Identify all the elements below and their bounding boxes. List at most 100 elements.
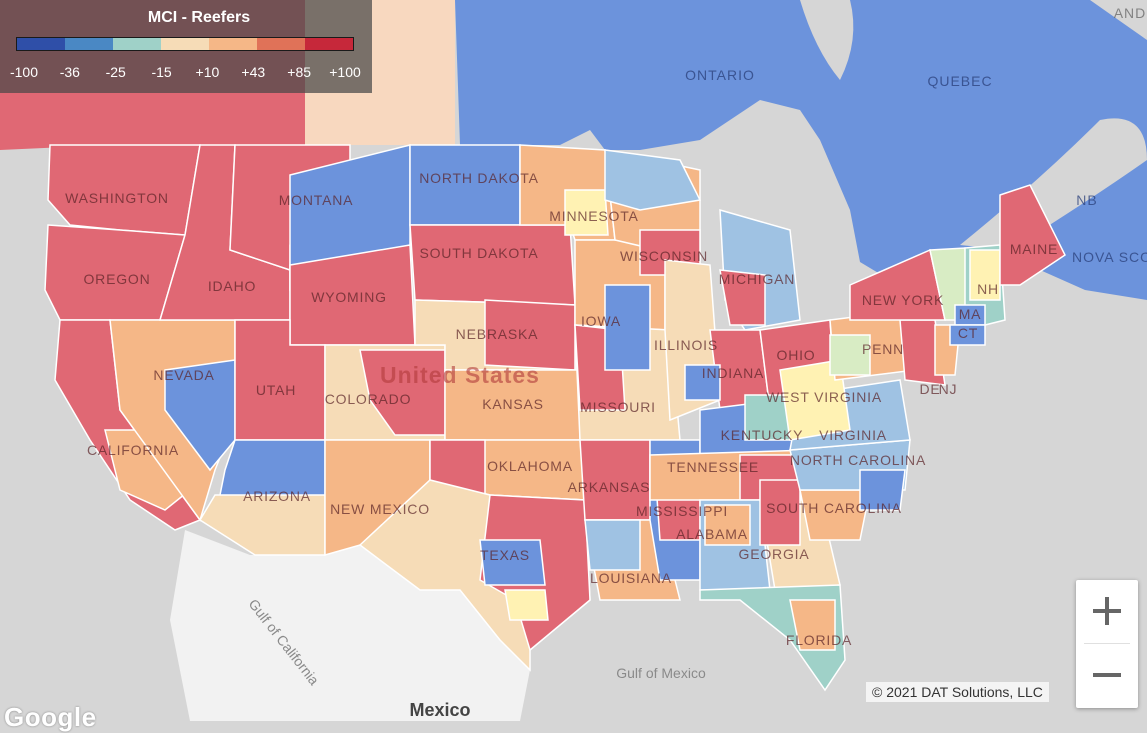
state-west-virginia <box>779 359 851 441</box>
legend-panel: MCI - Reefers -100 -36 -25 -15 +10 +43 +85 +100 <box>0 0 372 93</box>
state-label-new-york: NEW YORK <box>862 292 944 308</box>
legend-swatch <box>209 38 257 50</box>
state-minnesota-north <box>564 189 609 236</box>
state-label-oklahoma: OKLAHOMA <box>487 458 573 474</box>
legend-tick-label: +85 <box>287 64 312 80</box>
state-label-south-dakota: SOUTH DAKOTA <box>419 245 538 261</box>
state-label-penn: PENN <box>862 341 904 357</box>
legend-color-scale <box>16 37 354 51</box>
state-penn-center <box>829 334 871 376</box>
state-illinois-blue <box>604 284 651 371</box>
state-michigan-center <box>719 269 766 326</box>
state-label-montana: MONTANA <box>279 192 354 208</box>
plus-icon <box>1093 597 1121 625</box>
us-states <box>44 144 1066 692</box>
country-label-mexico: Mexico <box>409 700 470 720</box>
state-label-kansas: KANSAS <box>482 396 544 412</box>
state-nh <box>969 249 1001 301</box>
state-texas-sa <box>504 589 549 621</box>
state-label-alabama: ALABAMA <box>676 526 748 542</box>
state-label-north-carolina: NORTH CAROLINA <box>790 452 926 468</box>
zoom-control <box>1076 580 1138 708</box>
state-ct <box>949 324 986 346</box>
legend-tick-label: +43 <box>241 64 266 80</box>
minus-icon <box>1093 661 1121 689</box>
partial-label-and: AND <box>1114 5 1147 21</box>
state-nevada-inner <box>164 359 236 472</box>
legend-tick-label: -25 <box>105 64 126 80</box>
state-indiana-blue <box>684 364 721 401</box>
legend-tick-label: -100 <box>9 64 39 80</box>
legend-swatch <box>257 38 305 50</box>
copyright-notice: © 2021 DAT Solutions, LLC <box>866 682 1049 702</box>
state-label-nh: NH <box>977 281 999 297</box>
lake-huron <box>760 205 830 277</box>
legend-tick-label: -36 <box>59 64 80 80</box>
gulf-of-mexico-label: Gulf of Mexico <box>616 665 706 681</box>
state-label-west-virginia: WEST VIRGINIA <box>766 389 882 405</box>
state-label-north-dakota: NORTH DAKOTA <box>419 170 539 186</box>
state-georgia-red <box>759 479 801 546</box>
state-louisiana-north <box>584 519 641 571</box>
state-label-nebraska: NEBRASKA <box>456 326 539 342</box>
state-label-oregon: OREGON <box>83 271 150 287</box>
state-label-colorado: COLORADO <box>325 391 412 407</box>
zoom-out-button[interactable] <box>1076 644 1138 706</box>
state-label-indiana: INDIANA <box>702 365 764 381</box>
province-label-nb: NB <box>1076 192 1097 208</box>
state-label-minnesota: MINNESOTA <box>549 208 638 224</box>
legend-swatch <box>17 38 65 50</box>
state-label-maine: MAINE <box>1010 241 1058 257</box>
legend-swatch <box>305 38 353 50</box>
zoom-divider <box>1084 643 1130 644</box>
province-label-nova-scotia: NOVA SCO <box>1072 249 1147 265</box>
state-label-mississippi: MISSISSIPPI <box>636 503 728 519</box>
legend-title: MCI - Reefers <box>147 9 251 26</box>
state-label-new-mexico: NEW MEXICO <box>330 501 430 517</box>
state-label-south-carolina: SOUTH CAROLINA <box>766 500 902 516</box>
country-label-us: United States <box>380 362 540 388</box>
state-label-ohio: OHIO <box>777 347 816 363</box>
state-label-virginia: VIRGINIA <box>819 427 887 443</box>
state-label-missouri: MISSOURI <box>580 399 656 415</box>
state-alabama-center <box>704 504 751 546</box>
legend-tick-label: +10 <box>195 64 220 80</box>
state-label-arkansas: ARKANSAS <box>568 479 651 495</box>
state-label-idaho: IDAHO <box>208 278 256 294</box>
state-label-utah: UTAH <box>256 382 296 398</box>
state-label-nj: NJ <box>939 381 958 397</box>
state-labels: WASHINGTON OREGON CALIFORNIA NEVADA IDAH… <box>65 170 1058 648</box>
state-label-wyoming: WYOMING <box>311 289 387 305</box>
state-label-iowa: IOWA <box>581 313 621 329</box>
zoom-in-button[interactable] <box>1076 580 1138 642</box>
state-colorado-center <box>359 349 446 436</box>
province-label-quebec: QUEBEC <box>927 73 992 89</box>
legend-ticks: -100 -36 -25 -15 +10 +43 +85 +100 <box>0 64 372 84</box>
state-label-de: DE <box>919 381 940 397</box>
state-arizona-south <box>198 494 326 556</box>
state-florida-south <box>789 599 836 651</box>
province-label-ontario: ONTARIO <box>685 67 755 83</box>
state-label-ma: MA <box>959 306 982 322</box>
state-label-michigan: MICHIGAN <box>719 271 795 287</box>
state-label-washington: WASHINGTON <box>65 190 169 206</box>
legend-swatch <box>113 38 161 50</box>
state-label-louisiana: LOUISIANA <box>590 570 672 586</box>
state-label-arizona: ARIZONA <box>243 488 311 504</box>
legend-tick-label: -15 <box>151 64 172 80</box>
lake-erie <box>780 290 865 322</box>
state-label-california: CALIFORNIA <box>87 442 179 458</box>
state-label-georgia: GEORGIA <box>739 546 810 562</box>
state-label-texas: TEXAS <box>480 547 530 563</box>
state-maine <box>999 184 1066 286</box>
google-logo[interactable]: Google <box>4 702 97 732</box>
legend-tick-label: +100 <box>329 64 361 80</box>
state-label-kentucky: KENTUCKY <box>721 427 804 443</box>
state-label-tennessee: TENNESSEE <box>667 459 759 475</box>
state-texas-center <box>479 539 546 586</box>
province-labels: ONTARIO QUEBEC NB NOVA SCO AND <box>685 5 1147 265</box>
state-wisconsin-north <box>604 149 702 211</box>
state-label-illinois: ILLINOIS <box>654 337 718 353</box>
state-south-dakota <box>409 224 576 306</box>
